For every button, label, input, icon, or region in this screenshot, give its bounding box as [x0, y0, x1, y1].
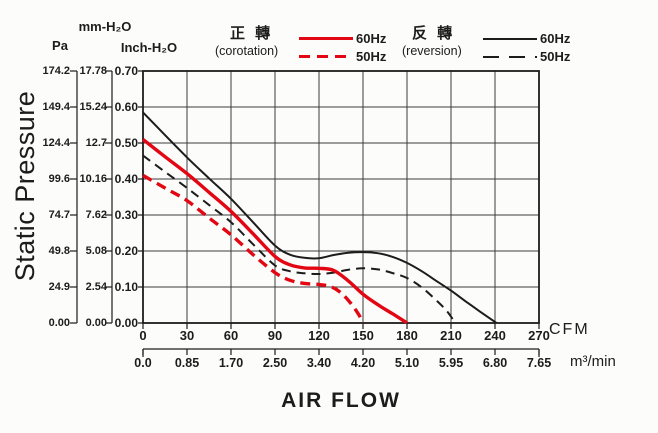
- x-tick-label-cfm: 60: [223, 328, 239, 343]
- x-tick-label-cfm: 90: [267, 328, 283, 343]
- y-tick-label-inch-h2o: 0.00: [114, 316, 138, 330]
- y-tick-label-pa: 124.4: [42, 137, 70, 149]
- y-tick-label-pa: 24.9: [48, 281, 70, 293]
- y-tick-label-mm-h2o: 7.62: [85, 209, 107, 221]
- legend-reversion-60hz-label: 60Hz: [540, 31, 571, 46]
- x-tick-label-m3min: 5.10: [394, 356, 420, 370]
- x-tick-label-cfm: 180: [396, 328, 418, 343]
- y-tick-label-pa: 74.7: [48, 209, 70, 221]
- y-tick-label-mm-h2o: 2.54: [85, 281, 107, 293]
- y-unit-pa: Pa: [52, 38, 68, 53]
- y-tick-label-inch-h2o: 0.50: [114, 136, 138, 150]
- x-tick-label-cfm: 270: [528, 328, 550, 343]
- x-unit-cfm: CFM: [549, 321, 590, 338]
- x-unit-m3min: m³/min: [570, 353, 616, 370]
- x-tick-label-m3min: 6.80: [482, 356, 508, 370]
- x-tick-label-cfm: 150: [352, 328, 374, 343]
- legend-reversion-60hz-line: [483, 38, 537, 40]
- curve-reversion-60hz: [142, 111, 498, 324]
- legend-corotation-subtitle: (corotation): [215, 44, 279, 58]
- y-tick-label-mm-h2o: 15.24: [79, 101, 107, 113]
- y-axis-title: Static Pressure: [10, 90, 40, 282]
- y-tick-label-inch-h2o: 0.30: [114, 208, 138, 222]
- plot-frame: [142, 70, 540, 324]
- y-tick-label-mm-h2o: 10.16: [79, 173, 107, 185]
- y-tick-label-inch-h2o: 0.40: [114, 172, 138, 186]
- y-tick-label-mm-h2o: 0.00: [85, 317, 107, 329]
- y-unit-mm-h2o: mm-H₂O: [78, 19, 132, 34]
- legend-reversion-50hz-label: 50Hz: [540, 49, 571, 64]
- curve-reversion-50hz: [142, 154, 457, 324]
- y-tick-label-mm-h2o: 17.78: [79, 65, 107, 77]
- x-tick-label-cfm: 0: [139, 328, 147, 343]
- y-tick-label-mm-h2o: 5.08: [85, 245, 107, 257]
- x-tick-label-m3min: 4.20: [350, 356, 376, 370]
- legend-corotation-60hz-label: 60Hz: [356, 31, 387, 46]
- legend-corotation-50hz-line: [299, 55, 353, 59]
- y-unit-inch-h2o: Inch-H₂O: [120, 40, 178, 55]
- legend-corotation-title: 正 轉: [230, 25, 274, 42]
- legend-reversion-50hz-line: [483, 56, 537, 58]
- curve-corotation-50hz: [142, 173, 365, 324]
- legend-corotation-50hz-label: 50Hz: [356, 49, 387, 64]
- x-tick-label-m3min: 1.70: [218, 356, 244, 370]
- x-tick-label-m3min: 2.50: [262, 356, 288, 370]
- y-tick-label-inch-h2o: 0.60: [114, 100, 138, 114]
- x-axis-title: AIR FLOW: [281, 389, 401, 412]
- y-tick-label-pa: 0.00: [48, 317, 70, 329]
- y-tick-label-pa: 149.4: [42, 101, 70, 113]
- x-tick-label-cfm: 240: [484, 328, 506, 343]
- curve-corotation-60hz: [142, 138, 408, 324]
- y-tick-label-inch-h2o: 0.20: [114, 244, 138, 258]
- x-tick-label-m3min: 0.0: [134, 356, 152, 370]
- y-tick-label-inch-h2o: 0.10: [114, 280, 138, 294]
- y-tick-label-pa: 99.6: [48, 173, 70, 185]
- x-tick-label-cfm: 30: [179, 328, 195, 343]
- y-tick-label-mm-h2o: 12.7: [85, 137, 107, 149]
- x-tick-label-cfm: 120: [308, 328, 330, 343]
- x-tick-label-m3min: 7.65: [526, 356, 552, 370]
- legend-reversion-title: 反 轉: [412, 25, 456, 42]
- y-tick-label-inch-h2o: 0.70: [114, 64, 138, 78]
- y-tick-label-pa: 174.2: [42, 65, 70, 77]
- x-tick-label-cfm: 210: [440, 328, 462, 343]
- y-tick-label-pa: 49.8: [48, 245, 70, 257]
- legend-corotation-60hz-line: [299, 37, 353, 41]
- x-tick-label-m3min: 3.40: [306, 356, 332, 370]
- x-tick-label-m3min: 0.85: [174, 356, 200, 370]
- legend-reversion-subtitle: (reversion): [402, 44, 462, 58]
- x-tick-label-m3min: 5.95: [438, 356, 464, 370]
